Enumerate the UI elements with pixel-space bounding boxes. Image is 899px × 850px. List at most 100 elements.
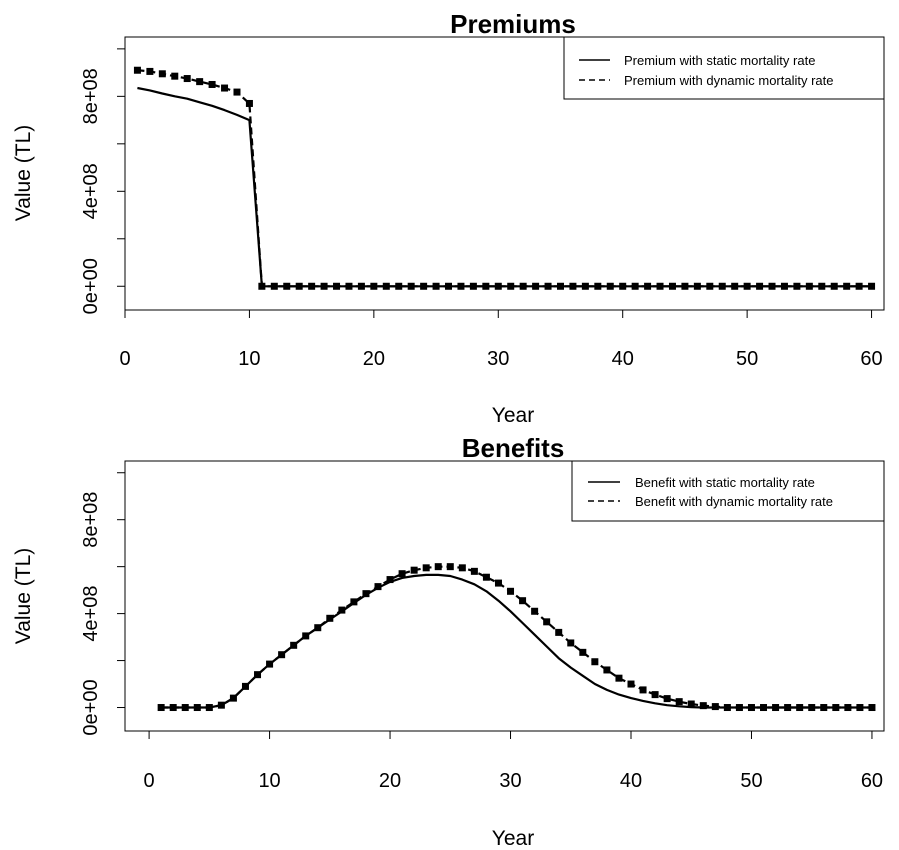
data-point <box>712 703 719 710</box>
data-point <box>594 283 601 290</box>
data-point <box>831 283 838 290</box>
x-axis-label: Year <box>492 827 534 850</box>
series-line-static <box>161 575 872 708</box>
data-point <box>194 704 201 711</box>
legend-label-dynamic: Benefit with dynamic mortality rate <box>635 494 833 509</box>
data-point <box>868 283 875 290</box>
data-point <box>657 283 664 290</box>
data-point <box>731 283 738 290</box>
data-point <box>345 283 352 290</box>
data-point <box>375 583 382 590</box>
data-point <box>843 283 850 290</box>
data-point <box>408 283 415 290</box>
x-tick-label: 60 <box>860 348 882 370</box>
legend-box <box>564 37 884 99</box>
data-point <box>271 283 278 290</box>
data-point <box>209 81 216 88</box>
data-point <box>669 283 676 290</box>
x-tick-label: 60 <box>861 770 883 792</box>
data-point <box>302 632 309 639</box>
data-point <box>482 283 489 290</box>
data-point <box>171 73 178 80</box>
data-point <box>760 704 767 711</box>
x-axis: 0 10 20 30 40 50 60 <box>119 310 882 370</box>
data-point <box>457 283 464 290</box>
data-point <box>744 283 751 290</box>
data-point <box>569 283 576 290</box>
data-point <box>681 283 688 290</box>
y-tick-label: 0e+00 <box>80 258 102 314</box>
data-point <box>784 704 791 711</box>
data-point <box>338 607 345 614</box>
data-point <box>395 283 402 290</box>
data-point <box>321 283 328 290</box>
x-tick-label: 10 <box>238 348 260 370</box>
data-point <box>435 563 442 570</box>
data-point <box>724 704 731 711</box>
x-tick-label: 40 <box>612 348 634 370</box>
data-point <box>781 283 788 290</box>
data-point <box>447 563 454 570</box>
y-tick-label: 4e+08 <box>80 163 102 219</box>
data-point <box>254 671 261 678</box>
y-tick-label: 4e+08 <box>80 586 102 642</box>
data-point <box>470 283 477 290</box>
y-axis-label: Value (TL) <box>12 125 35 221</box>
x-axis-label: Year <box>492 404 534 427</box>
data-point <box>333 283 340 290</box>
data-point <box>545 283 552 290</box>
legend-label-static: Premium with static mortality rate <box>624 53 815 68</box>
x-axis: 0 10 20 30 40 50 60 <box>144 731 884 792</box>
data-point <box>582 283 589 290</box>
data-point <box>326 615 333 622</box>
data-point <box>555 629 562 636</box>
data-point <box>719 283 726 290</box>
legend-label-dynamic: Premium with dynamic mortality rate <box>624 73 834 88</box>
premiums-panel: Premiums 0 10 20 30 40 50 60 0e+00 4e+08 8e+08 Y… <box>12 9 884 427</box>
data-point <box>615 675 622 682</box>
data-point <box>495 580 502 587</box>
data-point <box>844 704 851 711</box>
data-point <box>221 85 228 92</box>
data-point <box>694 283 701 290</box>
data-point <box>676 698 683 705</box>
data-point <box>557 283 564 290</box>
data-point <box>495 283 502 290</box>
data-point <box>206 704 213 711</box>
data-point <box>688 701 695 708</box>
data-point <box>507 588 514 595</box>
data-point <box>640 686 647 693</box>
data-point <box>134 67 141 74</box>
data-point <box>607 283 614 290</box>
data-point <box>159 70 166 77</box>
x-tick-label: 50 <box>740 770 762 792</box>
x-tick-label: 20 <box>379 770 401 792</box>
series-line-dynamic <box>161 567 872 708</box>
data-point <box>644 283 651 290</box>
data-point <box>387 576 394 583</box>
data-point <box>362 590 369 597</box>
data-point <box>146 68 153 75</box>
data-point <box>652 691 659 698</box>
data-point <box>483 574 490 581</box>
y-tick-label: 0e+00 <box>80 679 102 735</box>
data-point <box>246 100 253 107</box>
data-point <box>632 283 639 290</box>
series-layer <box>134 67 875 290</box>
data-point <box>184 75 191 82</box>
data-point <box>423 564 430 571</box>
data-point <box>471 568 478 575</box>
data-point <box>230 695 237 702</box>
data-point <box>567 639 574 646</box>
benefits-panel: Benefits 0 10 20 30 40 50 60 0e+00 4e+08 8e+08 Y… <box>12 433 884 850</box>
data-point <box>820 704 827 711</box>
data-point <box>170 704 177 711</box>
x-tick-label: 50 <box>736 348 758 370</box>
data-point <box>796 704 803 711</box>
data-point <box>266 661 273 668</box>
data-point <box>832 704 839 711</box>
data-point <box>856 283 863 290</box>
data-point <box>579 649 586 656</box>
data-point <box>736 704 743 711</box>
